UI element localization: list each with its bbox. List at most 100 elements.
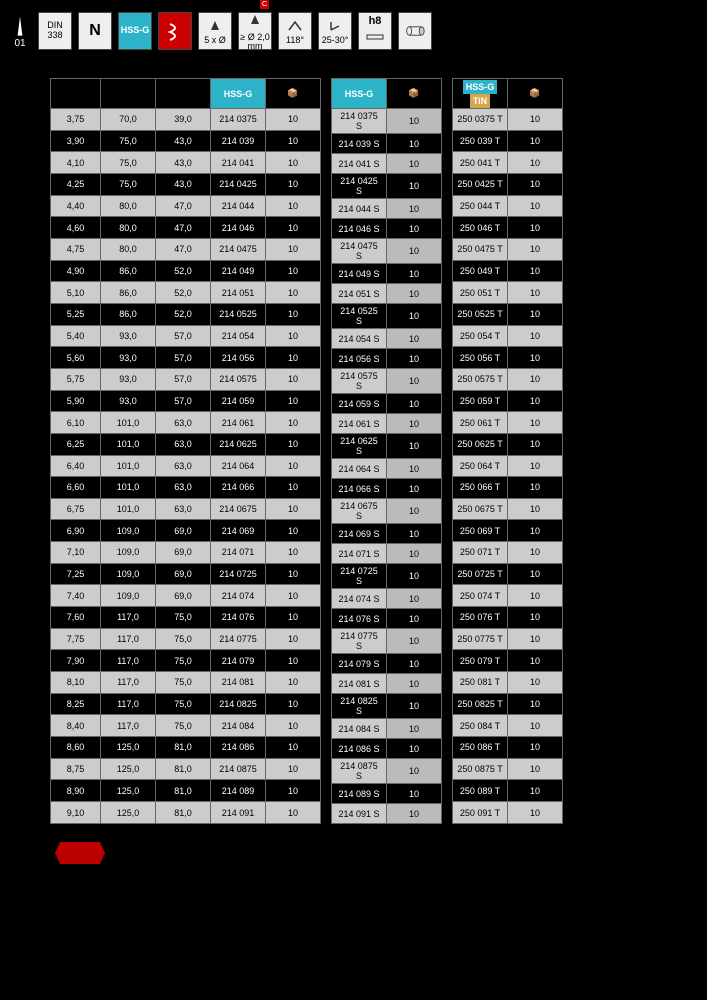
table-row: 250 0525 T10 [453, 303, 563, 325]
table-row: 5,7593,057,0214 057510 [51, 368, 321, 390]
table-row: 250 066 T10 [453, 477, 563, 499]
col-box: 📦 [266, 79, 321, 109]
table-row: 6,40101,063,0214 06410 [51, 455, 321, 477]
table-row: 250 0875 T10 [453, 758, 563, 780]
table-row: 4,9086,052,0214 04910 [51, 260, 321, 282]
n-type: N [78, 12, 112, 50]
table-row: 214 044 S10 [332, 199, 442, 219]
table-row: 214 069 S10 [332, 524, 442, 544]
table-row: 3,7570,039,0214 037510 [51, 109, 321, 131]
variant-s-table: HSS-G 📦 214 0375 S10214 039 S10214 041 S… [331, 78, 442, 824]
depth-spec: 5 x Ø [198, 12, 232, 50]
table-row: 214 0475 S10 [332, 239, 442, 264]
table-row: 7,25109,069,0214 072510 [51, 563, 321, 585]
table-row: 250 079 T10 [453, 650, 563, 672]
helix-spec: 25-30° [318, 12, 352, 50]
table-row: 7,60117,075,0214 07610 [51, 607, 321, 629]
table-row: 6,25101,063,0214 062510 [51, 433, 321, 455]
table-row: 250 086 T10 [453, 737, 563, 759]
table-row: 250 049 T10 [453, 260, 563, 282]
table-row: 4,2575,043,0214 042510 [51, 173, 321, 195]
drill-icon [8, 14, 32, 38]
table-row: 8,40117,075,0214 08410 [51, 715, 321, 737]
table-row: 8,25117,075,0214 082510 [51, 693, 321, 715]
table-row: 250 076 T10 [453, 607, 563, 629]
table-row: 250 069 T10 [453, 520, 563, 542]
page-number: 01 [8, 14, 32, 49]
table-row: 214 086 S10 [332, 739, 442, 759]
table-row: 214 041 S10 [332, 154, 442, 174]
table-row: 250 064 T10 [453, 455, 563, 477]
table-row: 250 059 T10 [453, 390, 563, 412]
table-row: 214 066 S10 [332, 479, 442, 499]
table-row: 214 056 S10 [332, 349, 442, 369]
tolerance-spec: h8 [358, 12, 392, 50]
table-row: 214 0825 S10 [332, 694, 442, 719]
col-flute [156, 79, 211, 109]
table-row: 214 076 S10 [332, 609, 442, 629]
table-row: 5,4093,057,0214 05410 [51, 325, 321, 347]
table-row: 250 071 T10 [453, 542, 563, 564]
table-row: 7,40109,069,0214 07410 [51, 585, 321, 607]
table-row: 214 061 S10 [332, 414, 442, 434]
table-row: 250 081 T10 [453, 672, 563, 694]
main-table: HSS-G 📦 3,7570,039,0214 0375103,9075,043… [50, 78, 321, 824]
variant-tin-table: HSS-GTiN 📦 250 0375 T10250 039 T10250 04… [452, 78, 563, 824]
table-row: 250 089 T10 [453, 780, 563, 802]
table-row: 250 056 T10 [453, 347, 563, 369]
table-row: 214 054 S10 [332, 329, 442, 349]
table-row: 9,10125,081,0214 09110 [51, 802, 321, 824]
diameter-spec: C≥ Ø 2,0 mm [238, 12, 272, 50]
angle-spec: 118° [278, 12, 312, 50]
table-row: 250 0625 T10 [453, 433, 563, 455]
table-row: 5,2586,052,0214 052510 [51, 303, 321, 325]
table-row: 250 0475 T10 [453, 238, 563, 260]
table-row: 214 091 S10 [332, 804, 442, 824]
table-row: 214 089 S10 [332, 784, 442, 804]
table-row: 7,90117,075,0214 07910 [51, 650, 321, 672]
col-hssg-s: HSS-G [332, 79, 387, 109]
table-row: 8,90125,081,0214 08910 [51, 780, 321, 802]
table-row: 250 0675 T10 [453, 498, 563, 520]
tables-container: HSS-G 📦 3,7570,039,0214 0375103,9075,043… [0, 58, 707, 824]
brand-logo [55, 842, 105, 864]
table-row: 250 0425 T10 [453, 173, 563, 195]
table-row: 250 0725 T10 [453, 563, 563, 585]
col-diameter [51, 79, 101, 109]
table-row: 214 079 S10 [332, 654, 442, 674]
col-box-t: 📦 [508, 79, 563, 109]
table-row: 214 049 S10 [332, 264, 442, 284]
table-row: 214 081 S10 [332, 674, 442, 694]
col-hssg-tin: HSS-GTiN [453, 79, 508, 109]
table-row: 6,90109,069,0214 06910 [51, 520, 321, 542]
table-row: 214 064 S10 [332, 459, 442, 479]
col-length [101, 79, 156, 109]
table-row: 6,75101,063,0214 067510 [51, 498, 321, 520]
table-row: 250 0375 T10 [453, 109, 563, 131]
table-row: 5,1086,052,0214 05110 [51, 282, 321, 304]
table-row: 214 074 S10 [332, 589, 442, 609]
table-row: 214 039 S10 [332, 134, 442, 154]
col-box-s: 📦 [387, 79, 442, 109]
spiral-icon [158, 12, 192, 50]
table-row: 250 074 T10 [453, 585, 563, 607]
table-row: 5,9093,057,0214 05910 [51, 390, 321, 412]
table-row: 214 0725 S10 [332, 564, 442, 589]
table-row: 3,9075,043,0214 03910 [51, 130, 321, 152]
table-row: 4,7580,047,0214 047510 [51, 238, 321, 260]
table-row: 214 0625 S10 [332, 434, 442, 459]
hssg-badge: HSS-G [118, 12, 152, 50]
table-row: 214 0675 S10 [332, 499, 442, 524]
table-row: 250 044 T10 [453, 195, 563, 217]
cylinder-icon [398, 12, 432, 50]
table-row: 214 0575 S10 [332, 369, 442, 394]
table-row: 250 091 T10 [453, 802, 563, 824]
table-row: 250 084 T10 [453, 715, 563, 737]
table-row: 8,60125,081,0214 08610 [51, 737, 321, 759]
table-row: 4,6080,047,0214 04610 [51, 217, 321, 239]
table-row: 250 061 T10 [453, 412, 563, 434]
table-row: 214 0375 S10 [332, 109, 442, 134]
table-row: 214 071 S10 [332, 544, 442, 564]
table-row: 250 054 T10 [453, 325, 563, 347]
table-row: 250 051 T10 [453, 282, 563, 304]
